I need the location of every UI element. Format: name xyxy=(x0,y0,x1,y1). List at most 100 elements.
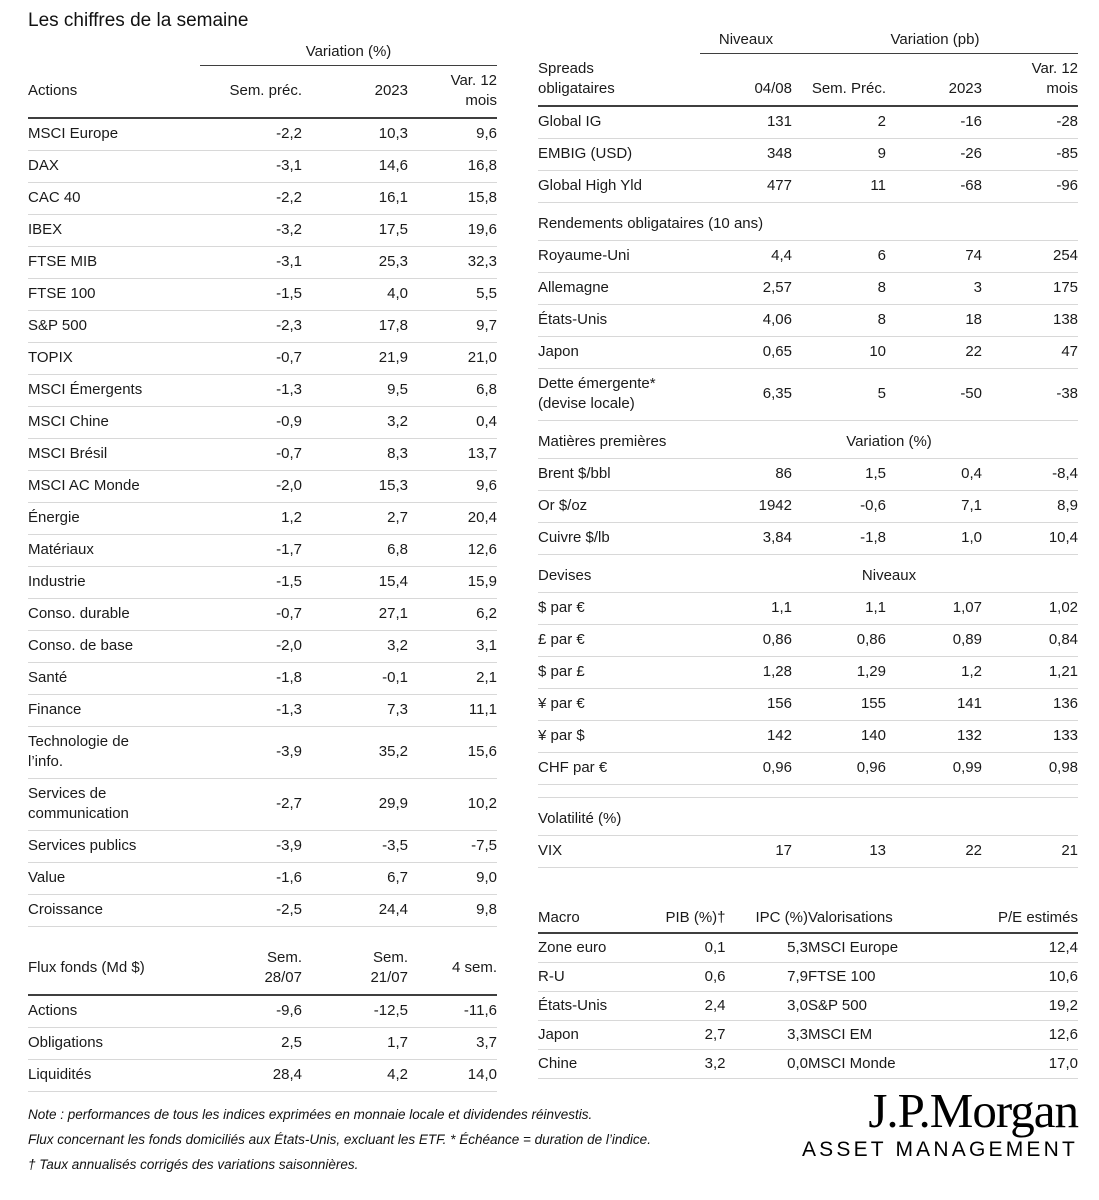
cell-value: 7,3 xyxy=(302,694,408,727)
cell-value: 13 xyxy=(792,835,886,868)
cell-value: 133 xyxy=(982,720,1079,753)
cell-value: 0,99 xyxy=(886,752,982,785)
cell-value: 10,2 xyxy=(408,778,497,831)
cell-value: -12,5 xyxy=(302,995,408,1028)
cell-value: 3,7 xyxy=(408,1027,497,1060)
cell-value: 5,5 xyxy=(408,278,497,311)
row-label: MSCI Chine xyxy=(28,406,200,439)
cell-value: 0,65 xyxy=(700,336,792,369)
cell-value: 21,9 xyxy=(302,342,408,375)
table-row: MSCI Europe -2,2 10,3 9,6 xyxy=(28,118,497,151)
table-row: États-Unis 4,06 8 18 138 xyxy=(538,304,1079,337)
cell-value: 14,6 xyxy=(302,150,408,183)
cell-value: 14,0 xyxy=(408,1059,497,1092)
row-label: Technologie de l’info. xyxy=(28,726,200,779)
page-title: Les chiffres de la semaine xyxy=(28,10,249,31)
row-label: Conso. de base xyxy=(28,630,200,663)
row-label: EMBIG (USD) xyxy=(538,138,700,171)
cell-value: 2,5 xyxy=(200,1027,302,1060)
cell-value: 29,9 xyxy=(302,778,408,831)
cell-value: 348 xyxy=(700,138,792,171)
row-label: S&P 500 xyxy=(28,310,200,343)
table-row: MSCI Brésil -0,7 8,3 13,7 xyxy=(28,438,497,471)
row-label: Brent $/bbl xyxy=(538,458,700,491)
right-column: Niveaux Variation (pb) Spreads obligatai… xyxy=(538,28,1079,1079)
cell-value: 1,7 xyxy=(302,1027,408,1060)
cell-value: 7,1 xyxy=(886,490,982,523)
cell-value: 6,8 xyxy=(302,534,408,567)
cell-value: 1,07 xyxy=(886,592,982,625)
cell-value: -0,9 xyxy=(200,406,302,439)
row-label: MSCI Émergents xyxy=(28,374,200,407)
row-label: États-Unis xyxy=(538,304,700,337)
cell-value: 155 xyxy=(792,688,886,721)
fund-flows-table: Flux fonds (Md $) Sem. 28/07 Sem. 21/07 … xyxy=(28,943,497,1092)
row-label: Croissance xyxy=(28,894,200,927)
cell-value: 0,84 xyxy=(982,624,1079,657)
cell-value: -1,3 xyxy=(200,374,302,407)
row-label: Global High Yld xyxy=(538,170,700,203)
row-label: CAC 40 xyxy=(28,182,200,215)
cell-value: 17,5 xyxy=(302,214,408,247)
row-label: Santé xyxy=(28,662,200,695)
cell-value: 20,4 xyxy=(408,502,497,535)
bonds-commodities-fx-table: Niveaux Variation (pb) Spreads obligatai… xyxy=(538,28,1079,868)
cell-value: 254 xyxy=(982,240,1079,273)
col-header-var-12-mois: Var. 12 mois xyxy=(982,53,1079,107)
cell-value: 9,7 xyxy=(408,310,497,343)
column-header-row: Macro PIB (%)† IPC (%) xyxy=(538,904,808,934)
cell-value: 17 xyxy=(700,835,792,868)
table-row: CAC 40 -2,2 16,1 15,8 xyxy=(28,182,497,215)
cell-value: 15,9 xyxy=(408,566,497,599)
devises-body: $ par € 1,1 1,1 1,07 1,02 £ par € 0,86 0… xyxy=(538,592,1079,785)
table-row: £ par € 0,86 0,86 0,89 0,84 xyxy=(538,624,1079,657)
cell-value: 10,3 xyxy=(302,118,408,151)
cell-value: -0,6 xyxy=(792,490,886,523)
table-row: Énergie 1,2 2,7 20,4 xyxy=(28,502,497,535)
cell-value: -0,7 xyxy=(200,598,302,631)
cell-value: 9,6 xyxy=(408,470,497,503)
cell-value: 6,2 xyxy=(408,598,497,631)
group-header-row: Niveaux Variation (pb) xyxy=(538,28,1079,54)
cell-value: 15,6 xyxy=(408,726,497,779)
cell-value: -0,1 xyxy=(302,662,408,695)
col-header-pe: P/E estimés xyxy=(966,904,1078,934)
niveaux-group-header: Niveaux xyxy=(700,28,792,54)
row-label: MSCI AC Monde xyxy=(28,470,200,503)
cell-value: 3,2 xyxy=(302,406,408,439)
cell-value: 8 xyxy=(792,304,886,337)
column-header-row: Actions Sem. préc. 2023 Var. 12 mois xyxy=(28,65,497,119)
col-header-sem-2807: Sem. 28/07 xyxy=(200,943,302,996)
cell-value: 19,6 xyxy=(408,214,497,247)
cell-value: 2,7 xyxy=(650,1020,726,1050)
cell-value: 12,6 xyxy=(966,1020,1078,1050)
cell-value: 17,0 xyxy=(966,1049,1078,1079)
cell-value: -26 xyxy=(886,138,982,171)
cell-value: 0,96 xyxy=(700,752,792,785)
cell-value: -11,6 xyxy=(408,995,497,1028)
row-label: Matériaux xyxy=(28,534,200,567)
actions-table-body: MSCI Europe -2,2 10,3 9,6 DAX -3,1 14,6 … xyxy=(28,118,497,927)
table-row: Global IG 131 2 -16 -28 xyxy=(538,106,1079,139)
cell-value: 9,6 xyxy=(408,118,497,151)
matieres-body: Brent $/bbl 86 1,5 0,4 -8,4 Or $/oz 1942… xyxy=(538,458,1079,555)
cell-value: 1942 xyxy=(700,490,792,523)
row-label: FTSE MIB xyxy=(28,246,200,279)
cell-value: 132 xyxy=(886,720,982,753)
table-row: TOPIX -0,7 21,9 21,0 xyxy=(28,342,497,375)
table-row: EMBIG (USD) 348 9 -26 -85 xyxy=(538,138,1079,171)
cell-value: -1,8 xyxy=(200,662,302,695)
row-label: ¥ par € xyxy=(538,688,700,721)
cell-value: 4,4 xyxy=(700,240,792,273)
cell-value: 8,3 xyxy=(302,438,408,471)
table-row: Services publics -3,9 -3,5 -7,5 xyxy=(28,830,497,863)
cell-value: 1,29 xyxy=(792,656,886,689)
table-row: États-Unis 2,4 3,0 xyxy=(538,991,808,1021)
cell-value: -2,2 xyxy=(200,182,302,215)
cell-value: 1,02 xyxy=(982,592,1079,625)
row-label: Services publics xyxy=(28,830,200,863)
cell-value: 15,3 xyxy=(302,470,408,503)
cell-value: 22 xyxy=(886,835,982,868)
row-label: Japon xyxy=(538,336,700,369)
